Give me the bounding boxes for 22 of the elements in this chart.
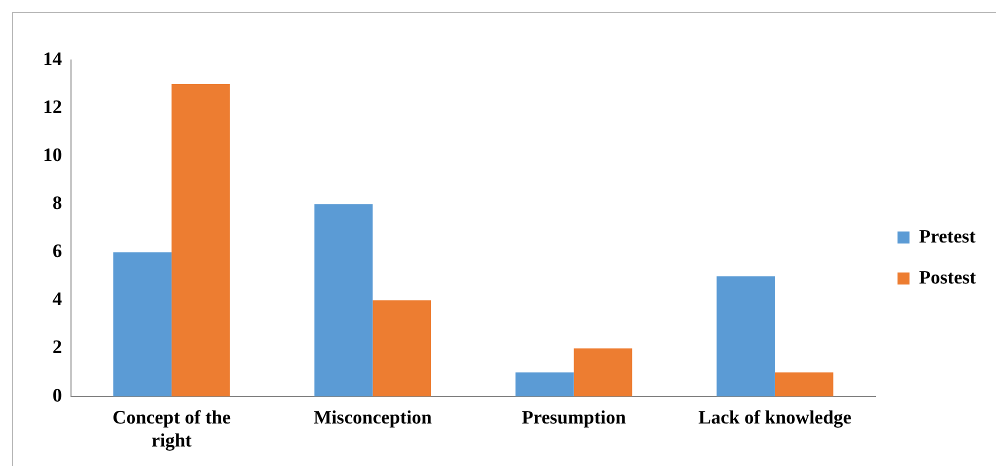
bar <box>515 372 574 396</box>
y-tick-label: 2 <box>52 337 62 358</box>
x-tick-label: Presumption <box>522 408 626 429</box>
x-tick-label: Misconception <box>314 408 432 429</box>
bar <box>172 84 230 396</box>
legend-label: Pretest <box>919 226 976 248</box>
bar <box>716 276 775 396</box>
bar <box>774 372 834 396</box>
x-tick-label: Concept of the right <box>112 408 231 452</box>
bar <box>372 300 432 396</box>
bar <box>574 348 632 396</box>
y-tick-label: 6 <box>52 241 62 262</box>
y-tick-label: 4 <box>52 289 62 310</box>
legend-label: Postest <box>919 267 977 288</box>
y-tick-label: 14 <box>43 48 62 70</box>
bar <box>314 204 373 396</box>
y-tick-label: 10 <box>43 145 62 166</box>
y-tick-label: 12 <box>43 96 62 118</box>
bar <box>113 252 172 396</box>
x-tick-label: Lack of knowledge <box>698 408 852 429</box>
y-tick-label: 0 <box>52 385 62 406</box>
y-tick-label: 8 <box>52 193 62 214</box>
